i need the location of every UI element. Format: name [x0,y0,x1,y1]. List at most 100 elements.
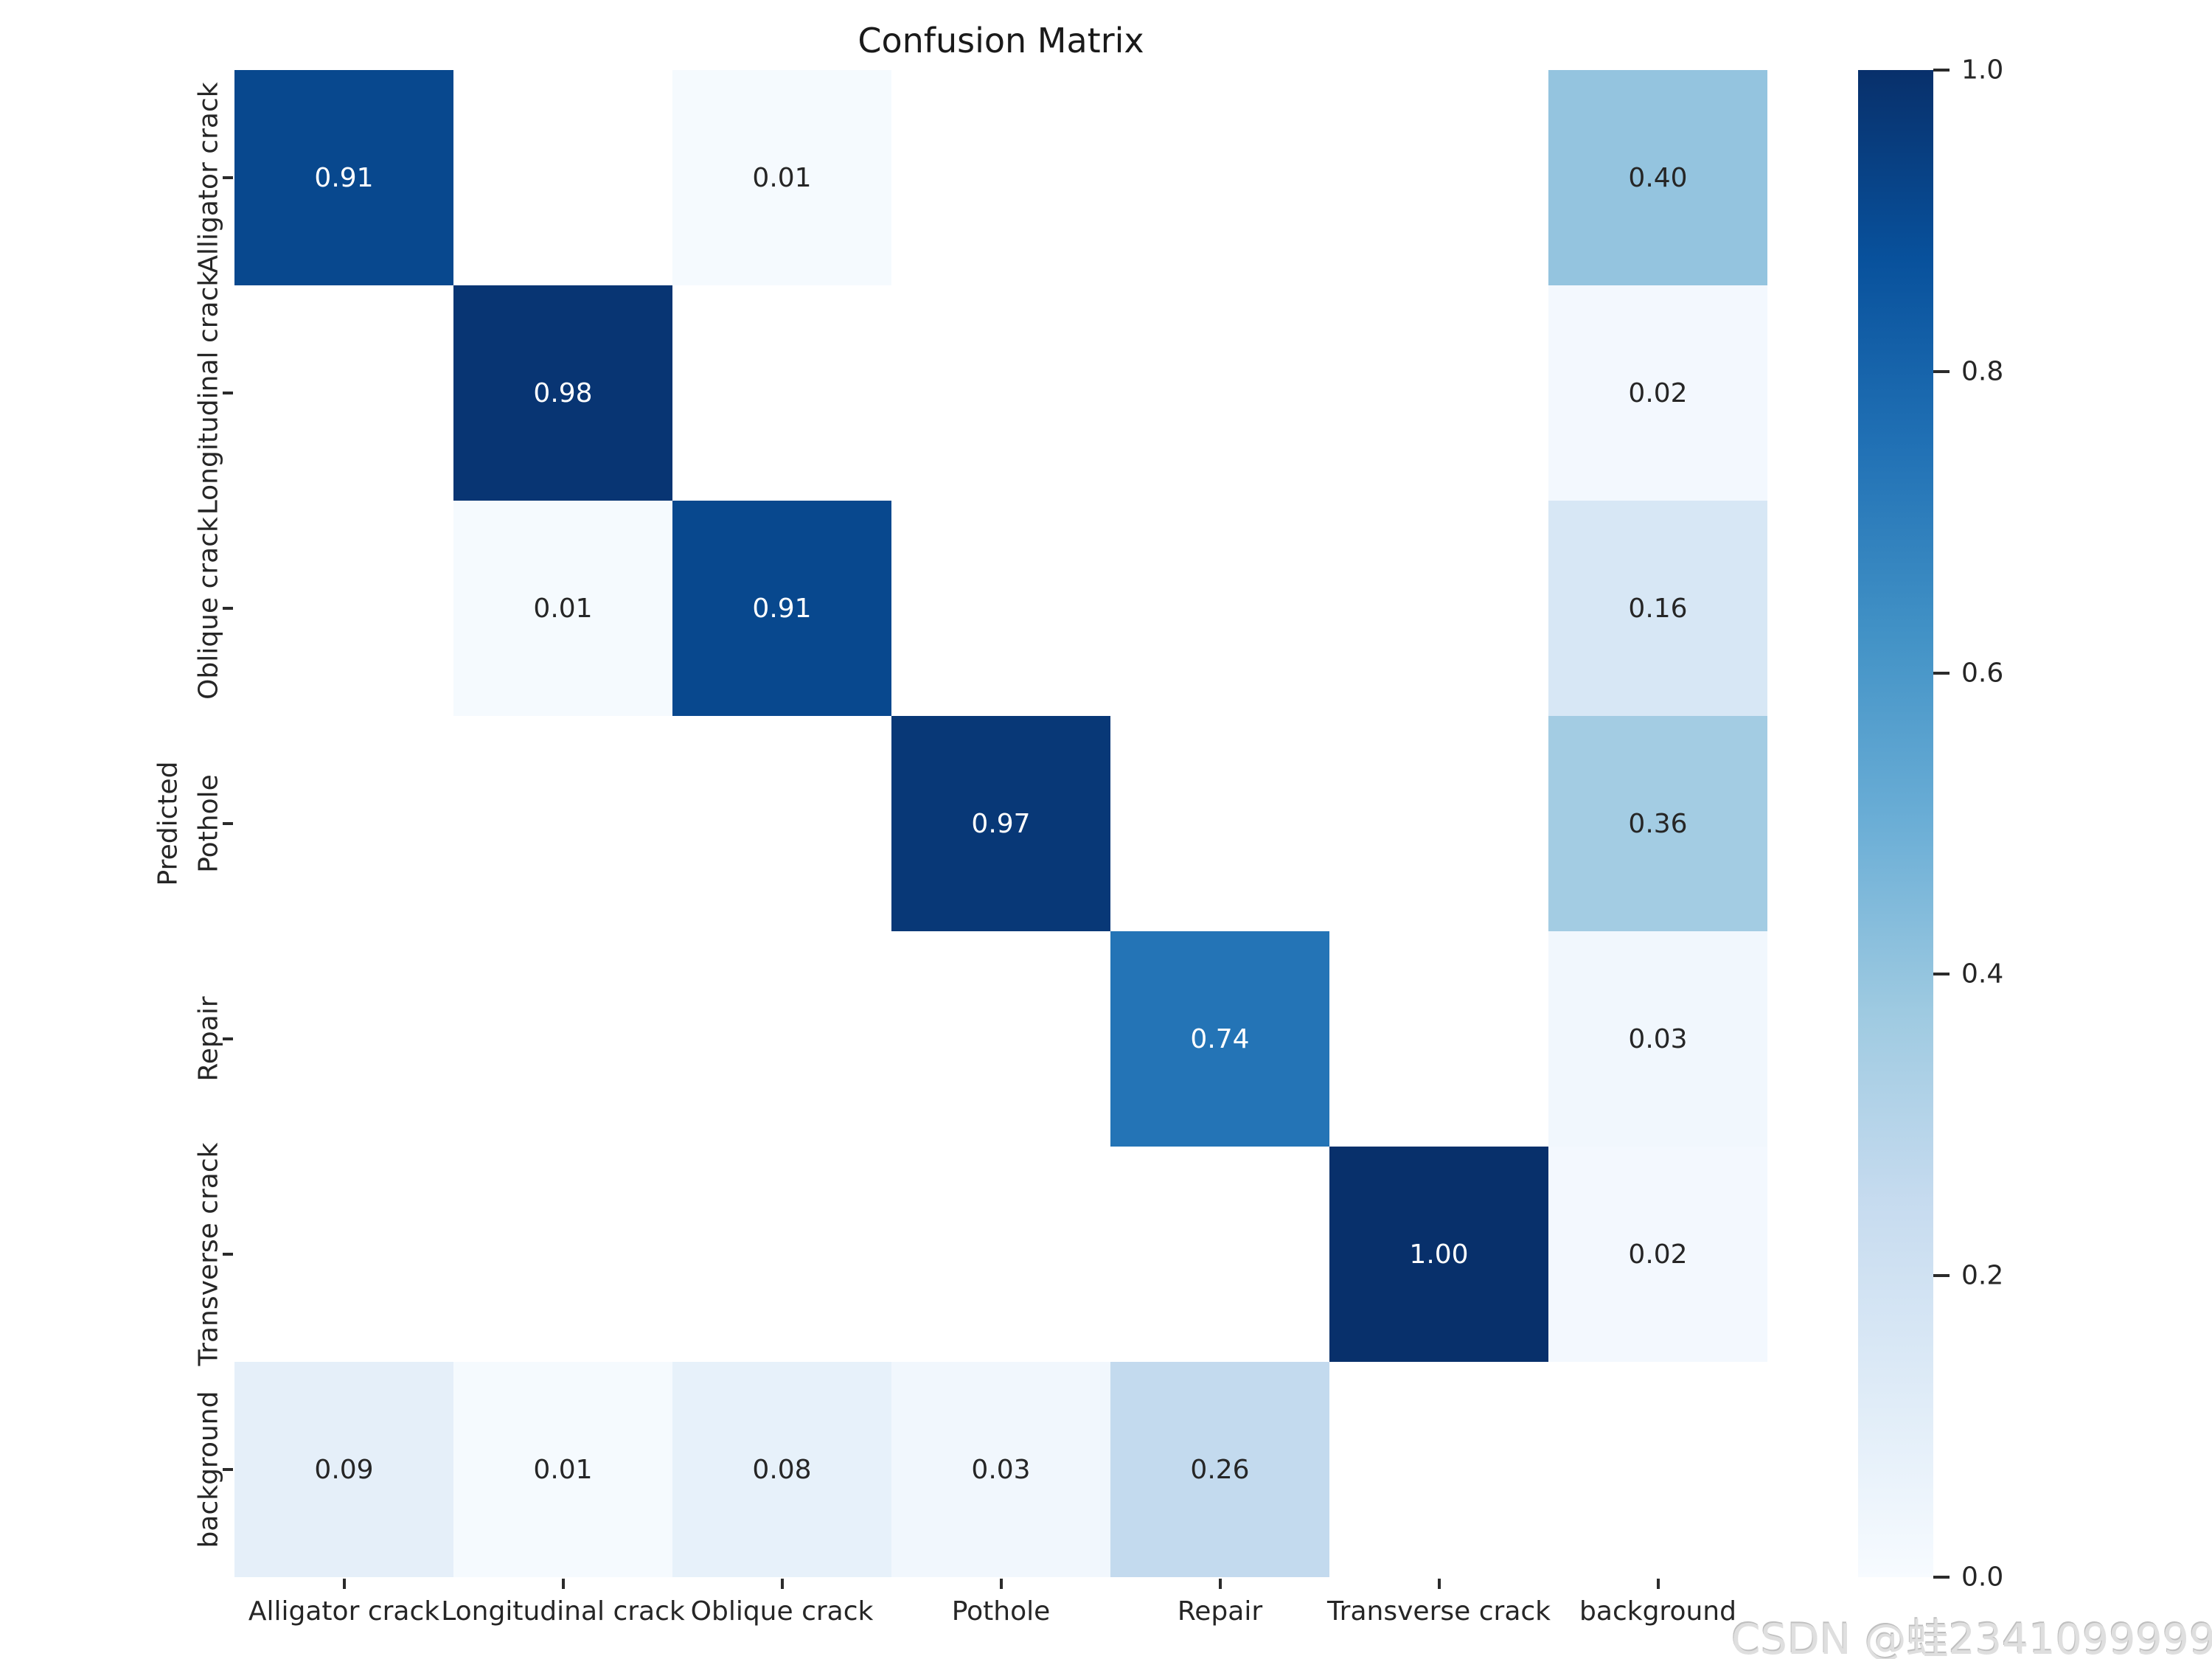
x-tick-label: Longitudinal crack [441,1596,685,1627]
y-tick-mark [223,1253,233,1256]
heatmap-cell [234,285,453,501]
heatmap-cell: 0.26 [1110,1362,1329,1577]
heatmap-cell [234,931,453,1147]
y-tick-mark [223,822,233,825]
heatmap-cell: 0.16 [1548,501,1767,716]
heatmap-cell: 0.09 [234,1362,453,1577]
y-tick-label: Oblique crack [193,517,224,700]
x-tick-mark [1656,1579,1660,1589]
heatmap-cell-value: 0.01 [752,162,812,193]
heatmap-cell: 0.98 [453,285,672,501]
heatmap-cell [672,716,891,931]
heatmap-cell [672,931,891,1147]
x-tick-label: Alligator crack [248,1596,440,1627]
x-tick-label: background [1579,1596,1736,1627]
heatmap-cell-value: 0.74 [1190,1023,1250,1054]
x-tick-mark [1437,1579,1441,1589]
y-tick-label: Repair [193,996,224,1082]
heatmap-cell [891,70,1110,285]
colorbar-tick-label: 0.8 [1961,356,2004,387]
heatmap-cell: 0.97 [891,716,1110,931]
heatmap-cell [234,501,453,716]
x-tick-label: Transverse crack [1326,1596,1551,1627]
heatmap-cell: 0.91 [672,501,891,716]
heatmap-cell-value: 0.36 [1628,808,1688,839]
colorbar-tick-label: 1.0 [1961,55,2004,86]
heatmap-cell: 0.36 [1548,716,1767,931]
heatmap-cell [672,285,891,501]
heatmap-cell-value: 0.40 [1628,162,1688,193]
heatmap-cell: 0.01 [672,70,891,285]
heatmap-cell: 0.74 [1110,931,1329,1147]
colorbar-tick-mark [1933,369,1950,373]
heatmap-cell [1329,501,1548,716]
x-tick-mark [561,1579,565,1589]
heatmap-cell: 0.02 [1548,1147,1767,1362]
colorbar [1858,70,1933,1577]
heatmap-cell [234,1147,453,1362]
heatmap-cell-value: 0.01 [533,593,593,624]
heatmap-cell: 0.03 [891,1362,1110,1577]
heatmap-cell-value: 0.02 [1628,378,1688,408]
heatmap-cell [1329,1362,1548,1577]
heatmap-cell-value: 0.01 [533,1454,593,1485]
heatmap-cell-value: 0.08 [752,1454,812,1485]
x-tick-label: Repair [1177,1596,1263,1627]
y-axis-title: Predicted [153,762,184,886]
y-tick-label: Alligator crack [193,82,224,274]
chart-title: Confusion Matrix [858,21,1144,60]
colorbar-tick-label: 0.6 [1961,658,2004,689]
heatmap-cell [672,1147,891,1362]
heatmap-cell [453,931,672,1147]
heatmap-cell-value: 0.16 [1628,593,1688,624]
heatmap-cell [1110,70,1329,285]
y-tick-label: Pothole [193,774,224,873]
heatmap-cell [453,70,672,285]
heatmap-cell [234,716,453,931]
y-tick-label: Longitudinal crack [193,271,224,515]
colorbar-tick-label: 0.0 [1961,1562,2004,1593]
heatmap-cell: 0.91 [234,70,453,285]
x-tick-mark [342,1579,346,1589]
heatmap-cell-value: 0.91 [314,162,374,193]
heatmap-cell [1110,1147,1329,1362]
y-axis-title-text: Predicted [153,761,184,886]
x-tick-mark [999,1579,1003,1589]
heatmap-cell-value: 0.91 [752,593,812,624]
heatmap-cell: 1.00 [1329,1147,1548,1362]
colorbar-tick-mark [1933,973,1950,976]
heatmap-cell [1329,716,1548,931]
colorbar-tick-mark [1933,671,1950,675]
y-tick-mark [223,392,233,394]
x-tick-mark [1218,1579,1222,1589]
heatmap-cell: 0.40 [1548,70,1767,285]
y-tick-mark [223,176,233,179]
heatmap-cell [1329,931,1548,1147]
heatmap-cell-value: 0.03 [1628,1023,1688,1054]
colorbar-tick-label: 0.4 [1961,959,2004,990]
heatmap-cell [1110,716,1329,931]
heatmap-cell [891,931,1110,1147]
colorbar-tick-mark [1933,69,1950,72]
x-tick-mark [780,1579,784,1589]
heatmap-cell [1329,70,1548,285]
y-tick-mark [223,1037,233,1040]
x-tick-label: Oblique crack [690,1596,874,1627]
heatmap-cell [891,1147,1110,1362]
heatmap-cell [891,501,1110,716]
colorbar-tick-label: 0.2 [1961,1260,2004,1291]
heatmap-cell-value: 0.98 [533,378,593,408]
colorbar-tick-mark [1933,1576,1950,1579]
heatmap-cell: 0.01 [453,1362,672,1577]
heatmap-cell [453,716,672,931]
y-tick-mark [223,607,233,610]
heatmap-cell-value: 0.09 [314,1454,374,1485]
colorbar-tick-mark [1933,1274,1950,1278]
heatmap-cell-value: 0.03 [971,1454,1031,1485]
heatmap-cell-value: 0.97 [971,808,1031,839]
heatmap-cell [1110,285,1329,501]
heatmap-cell [1548,1362,1767,1577]
heatmap-cell-value: 0.02 [1628,1239,1688,1270]
heatmap-cell: 0.08 [672,1362,891,1577]
